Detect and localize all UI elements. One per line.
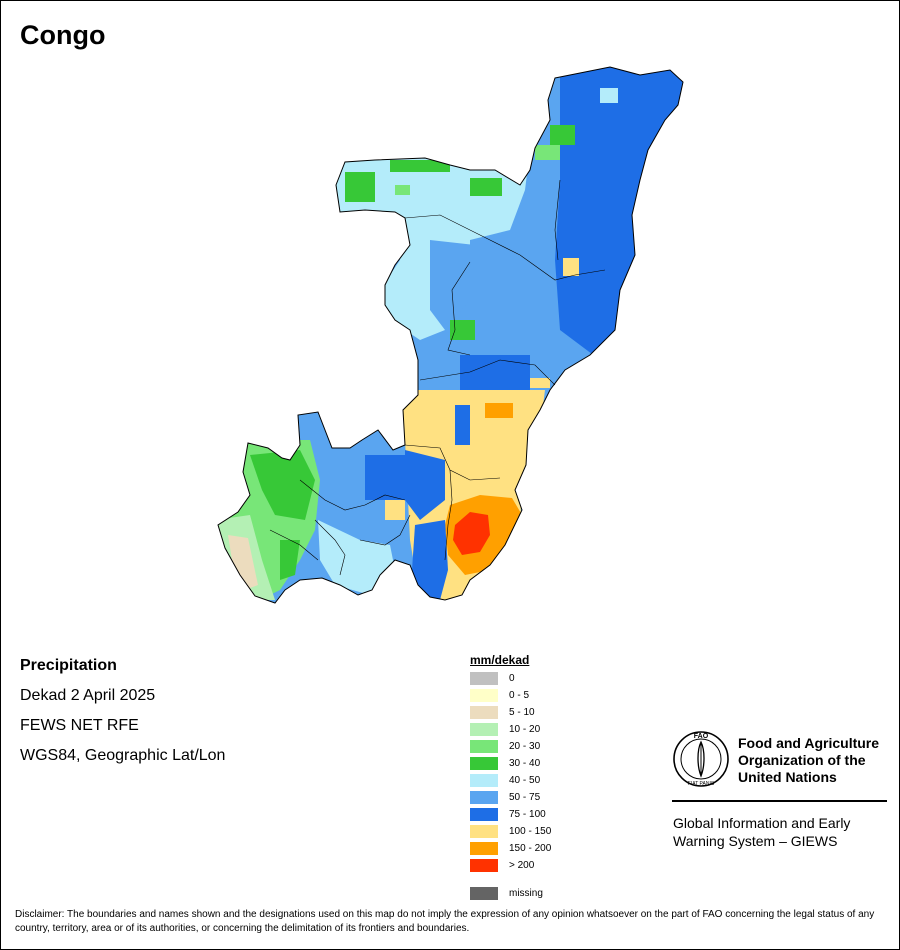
map-source-label: FEWS NET RFE [20,717,139,734]
legend-item: 10 - 20 [470,722,540,736]
legend-title: mm/dekad [470,653,530,667]
rainfall-zones [218,67,683,603]
giews-line-2: Warning System – GIEWS [673,833,838,849]
legend-swatch [470,705,498,719]
legend-swatch [470,722,498,736]
legend-label: 10 - 20 [509,723,541,735]
map-period-label: Dekad 2 April 2025 [20,687,156,704]
legend-item: 5 - 10 [470,705,535,719]
legend-swatch [470,824,498,838]
fao-emblem-icon: FAO FIAT PANIS [673,731,729,787]
legend-swatch [470,790,498,804]
legend-label: 0 - 5 [509,689,530,701]
legend-swatch [470,671,498,685]
divider [672,800,887,802]
disclaimer: Disclaimer: The boundaries and names sho… [15,909,875,934]
legend-item-missing: missing [470,886,543,900]
map-projection-label: WGS84, Geographic Lat/Lon [20,747,226,764]
legend-swatch [470,773,498,787]
legend-label: 100 - 150 [509,825,552,837]
legend-item: 100 - 150 [470,824,551,838]
map-title: Congo [20,20,106,50]
legend-label: 150 - 200 [509,842,552,854]
legend-label: 0 [509,672,515,684]
legend-label: 40 - 50 [509,774,541,786]
fao-logo-text: FAO [694,733,709,740]
legend-item: 0 [470,671,515,685]
giews-label: Global Information and Early Warning Sys… [673,814,888,850]
legend-swatch [470,739,498,753]
legend-label: 5 - 10 [509,706,535,718]
legend-label: 75 - 100 [509,808,546,820]
legend-item: 150 - 200 [470,841,551,855]
legend-swatch [470,841,498,855]
fao-logo: FAO FIAT PANIS [672,730,730,793]
fao-name-line-1: Food and Agriculture [738,735,880,751]
map-variable-label: Precipitation [20,657,117,674]
giews-line-1: Global Information and Early [673,815,851,831]
legend-item: 75 - 100 [470,807,546,821]
legend-item: 50 - 75 [470,790,540,804]
fao-name-line-2: Organization of the [738,752,866,768]
legend-item: 40 - 50 [470,773,540,787]
legend-swatch [470,688,498,702]
legend-item: 0 - 5 [470,688,529,702]
legend-item: 20 - 30 [470,739,540,753]
fao-name: Food and Agriculture Organization of the… [738,735,898,786]
legend-swatch [470,807,498,821]
legend-label: 20 - 30 [509,740,541,752]
legend-item: 30 - 40 [470,756,540,770]
legend-swatch [470,756,498,770]
fao-name-line-3: United Nations [738,769,837,785]
legend-label: missing [509,887,543,899]
department-boundaries [269,179,606,576]
legend-label: > 200 [509,859,535,871]
precipitation-map [217,66,684,604]
fao-logo-motto: FIAT PANIS [688,781,715,787]
legend-swatch [470,858,498,872]
legend-label: 30 - 40 [509,757,541,769]
legend-item: > 200 [470,858,534,872]
legend-label: 50 - 75 [509,791,541,803]
legend-swatch [470,886,498,900]
